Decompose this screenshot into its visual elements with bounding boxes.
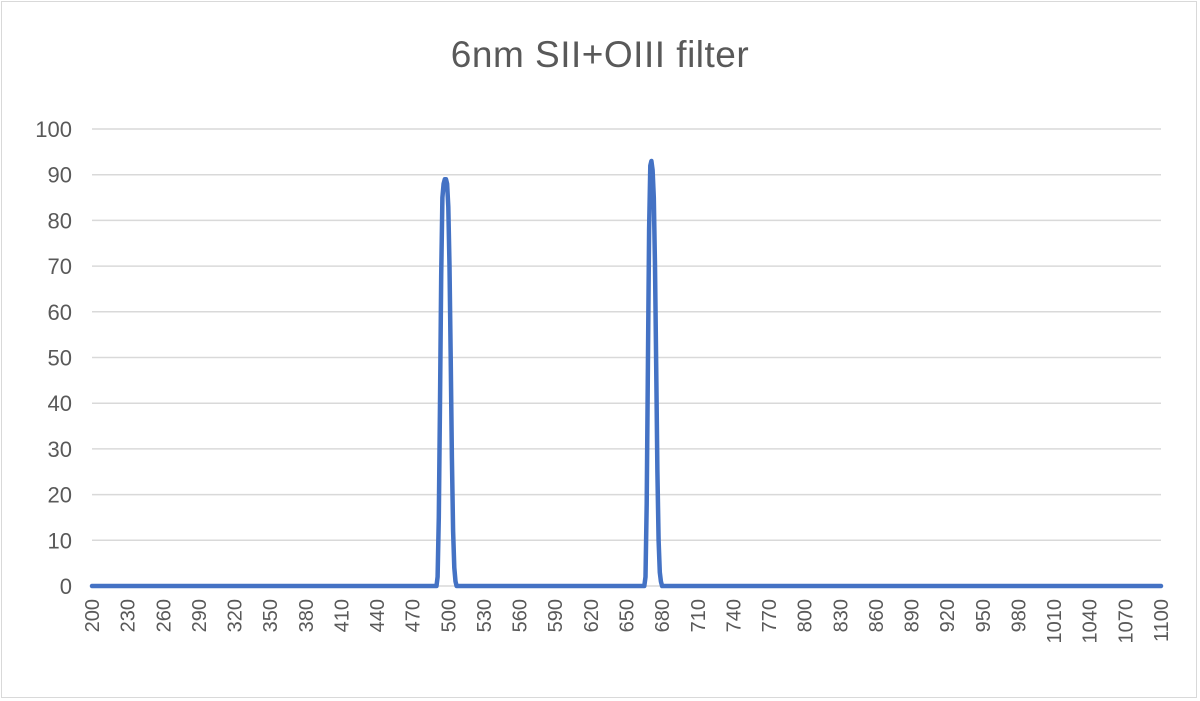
x-tick-label: 500 bbox=[438, 599, 460, 632]
x-tick-label: 950 bbox=[973, 599, 995, 632]
x-tick-label: 800 bbox=[795, 599, 817, 632]
y-axis-ticks: 0 10 20 30 40 50 60 70 80 90 100 bbox=[35, 117, 72, 599]
x-tick-label: 740 bbox=[723, 599, 745, 632]
y-tick-label: 0 bbox=[60, 574, 72, 599]
x-tick-label: 920 bbox=[937, 599, 959, 632]
gridlines bbox=[92, 128, 1161, 587]
x-tick-label: 1040 bbox=[1080, 599, 1102, 644]
y-tick-label: 60 bbox=[48, 300, 72, 325]
x-tick-label: 620 bbox=[581, 599, 603, 632]
x-tick-label: 350 bbox=[260, 599, 282, 632]
x-tick-label: 290 bbox=[189, 599, 211, 632]
x-tick-label: 260 bbox=[153, 599, 175, 632]
x-tick-label: 710 bbox=[688, 599, 710, 632]
y-tick-label: 100 bbox=[35, 117, 72, 142]
x-tick-label: 590 bbox=[545, 599, 567, 632]
x-tick-label: 980 bbox=[1008, 599, 1030, 632]
x-tick-label: 890 bbox=[902, 599, 924, 632]
y-tick-label: 30 bbox=[48, 437, 72, 462]
y-tick-label: 40 bbox=[48, 391, 72, 416]
y-tick-label: 80 bbox=[48, 208, 72, 233]
x-tick-label: 230 bbox=[118, 599, 140, 632]
x-tick-label: 530 bbox=[474, 599, 496, 632]
series-layer bbox=[89, 158, 1164, 589]
x-tick-label: 680 bbox=[652, 599, 674, 632]
y-tick-label: 20 bbox=[48, 483, 72, 508]
x-tick-label: 770 bbox=[759, 599, 781, 632]
x-tick-label: 440 bbox=[367, 599, 389, 632]
y-tick-label: 10 bbox=[48, 528, 72, 553]
x-tick-label: 650 bbox=[617, 599, 639, 632]
x-axis-ticks: 200 230 260 290 320 350 380 410 440 470 500 530 560 5… bbox=[82, 599, 1173, 644]
series-line-0 bbox=[89, 158, 1164, 589]
x-tick-label: 560 bbox=[510, 599, 532, 632]
x-tick-label: 470 bbox=[403, 599, 425, 632]
y-tick-label: 70 bbox=[48, 254, 72, 279]
x-tick-label: 410 bbox=[331, 599, 353, 632]
x-tick-label: 320 bbox=[225, 599, 247, 632]
x-tick-label: 1070 bbox=[1115, 599, 1137, 644]
chart-title: 6nm SII+OIII filter bbox=[450, 34, 750, 75]
x-tick-label: 1100 bbox=[1151, 599, 1173, 642]
x-tick-label: 1010 bbox=[1044, 599, 1066, 644]
x-tick-label: 860 bbox=[866, 599, 888, 632]
x-tick-label: 830 bbox=[830, 599, 852, 632]
x-tick-label: 380 bbox=[296, 599, 318, 632]
y-tick-label: 90 bbox=[48, 163, 72, 188]
y-tick-label: 50 bbox=[48, 346, 72, 371]
x-tick-label: 200 bbox=[82, 599, 104, 632]
